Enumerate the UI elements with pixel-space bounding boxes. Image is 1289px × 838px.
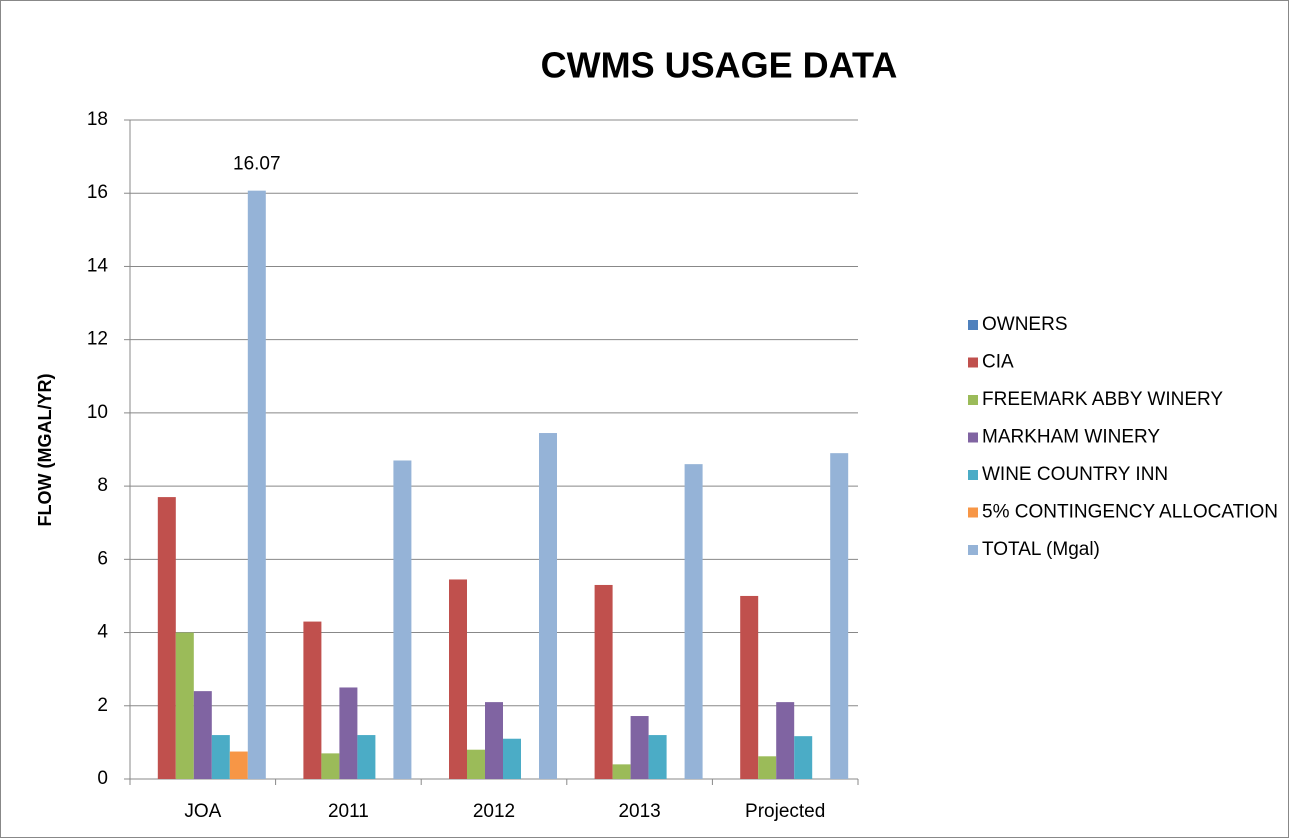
bar (594, 584, 613, 779)
bar (357, 735, 376, 779)
y-tick-label: 6 (97, 548, 108, 569)
legend-label: FREEMARK ABBY WINERY (982, 389, 1223, 410)
bar (321, 753, 340, 779)
legend-label: WINE COUNTRY INN (982, 464, 1168, 485)
bar (339, 687, 358, 779)
y-tick-label: 2 (97, 695, 108, 716)
bar (758, 756, 777, 779)
bar (157, 497, 176, 779)
legend-label: CIA (982, 352, 1014, 373)
bar (684, 464, 703, 779)
legend-swatch (968, 507, 978, 518)
y-tick-label: 16 (87, 182, 108, 203)
bar (175, 632, 194, 779)
bar (776, 702, 795, 779)
bar (485, 702, 503, 779)
y-tick-label: 0 (97, 768, 108, 789)
bar (229, 751, 248, 779)
legend-swatch (968, 395, 978, 405)
bar (467, 749, 485, 779)
y-tick-label: 4 (97, 622, 108, 643)
x-tick-label: Projected (745, 801, 825, 822)
bar (648, 735, 667, 779)
chart-title: CWMS USAGE DATA (541, 45, 898, 86)
bar (794, 736, 813, 779)
y-tick-label: 8 (97, 475, 108, 496)
bar (193, 691, 212, 779)
bar (211, 735, 230, 779)
bar (303, 621, 322, 779)
legend-label: TOTAL (Mgal) (982, 539, 1100, 560)
y-tick-label: 12 (87, 329, 108, 350)
legend-swatch (968, 545, 978, 555)
y-axis-label: FLOW (MGAL/YR) (35, 374, 55, 527)
x-tick-label: 2012 (473, 801, 515, 822)
bar (539, 433, 557, 779)
y-tick-label: 10 (87, 402, 108, 423)
x-tick-label: 2013 (618, 801, 660, 822)
bar (449, 579, 467, 779)
bar (247, 190, 266, 780)
bar (393, 460, 412, 779)
bar (503, 738, 521, 779)
legend-label: 5% CONTINGENCY ALLOCATION (982, 502, 1278, 523)
x-tick-label: JOA (184, 801, 221, 822)
y-tick-label: 14 (87, 255, 109, 276)
legend-swatch (968, 357, 978, 368)
legend-label: OWNERS (982, 314, 1068, 335)
legend-label: MARKHAM WINERY (982, 427, 1160, 448)
legend-swatch (968, 320, 978, 330)
legend-swatch (968, 470, 978, 480)
bar (740, 595, 759, 779)
bar (630, 716, 649, 779)
x-tick-label: 2011 (328, 801, 369, 822)
bar (830, 453, 849, 779)
bar (612, 764, 631, 779)
data-label: 16.07 (233, 154, 281, 175)
legend-swatch (968, 432, 978, 443)
y-tick-label: 18 (87, 109, 108, 130)
